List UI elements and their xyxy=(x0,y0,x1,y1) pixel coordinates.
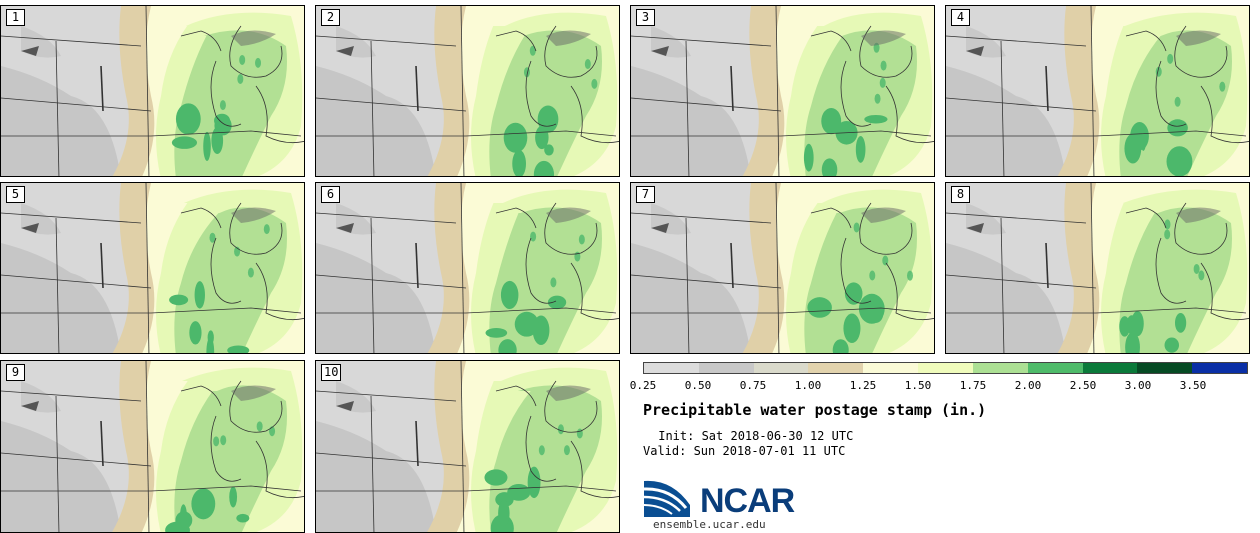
colorbar-swatch xyxy=(1082,363,1138,373)
precipitable-water-map xyxy=(1,6,304,176)
logo-wordmark: NCAR xyxy=(700,482,795,520)
colorbar-swatch xyxy=(1137,363,1193,373)
precipitable-water-map xyxy=(631,183,934,353)
colorbar-swatch xyxy=(863,363,919,373)
colorbar-tick-label: 1.00 xyxy=(794,379,822,392)
precipitable-water-map xyxy=(316,183,619,353)
colorbar-tick-label: 1.25 xyxy=(849,379,877,392)
precipitable-water-map xyxy=(316,361,619,532)
colorbar-swatch xyxy=(1027,363,1083,373)
member-number-label: 8 xyxy=(951,186,970,203)
logo-url: ensemble.ucar.edu xyxy=(653,518,766,531)
precipitable-water-map xyxy=(316,6,619,176)
member-number-label: 10 xyxy=(321,364,342,381)
colorbar-tick-label: 3.00 xyxy=(1124,379,1152,392)
colorbar-swatch xyxy=(1192,363,1247,373)
precipitable-water-map xyxy=(1,361,304,532)
ensemble-member-map: 5 xyxy=(0,182,305,354)
ensemble-member-map: 4 xyxy=(945,5,1250,177)
init-time: Init: Sat 2018-06-30 12 UTC xyxy=(651,429,854,443)
colorbar-swatch xyxy=(753,363,809,373)
member-number-label: 6 xyxy=(321,186,340,203)
colorbar-tick-label: 0.50 xyxy=(684,379,712,392)
colorbar-swatch xyxy=(918,363,973,373)
colorbar-tick-label: 2.00 xyxy=(1014,379,1042,392)
figure-title: Precipitable water postage stamp (in.) xyxy=(643,401,987,419)
member-number-label: 1 xyxy=(6,9,25,26)
colorbar-tick-label: 1.75 xyxy=(959,379,987,392)
ensemble-member-map: 1 xyxy=(0,5,305,177)
member-number-label: 2 xyxy=(321,9,340,26)
colorbar xyxy=(643,362,1248,374)
colorbar-swatch xyxy=(972,363,1028,373)
member-number-label: 4 xyxy=(951,9,970,26)
valid-time: Valid: Sun 2018-07-01 11 UTC xyxy=(643,444,846,458)
colorbar-tick-label: 0.75 xyxy=(739,379,767,392)
colorbar-tick-label: 0.25 xyxy=(629,379,657,392)
colorbar-swatch xyxy=(698,363,754,373)
ensemble-member-map: 9 xyxy=(0,360,305,533)
ensemble-member-map: 10 xyxy=(315,360,620,533)
precipitable-water-map xyxy=(946,183,1249,353)
precipitable-water-map xyxy=(1,183,304,353)
ensemble-member-map: 3 xyxy=(630,5,935,177)
colorbar-swatch xyxy=(808,363,864,373)
precipitable-water-map xyxy=(631,6,934,176)
ncar-logo-icon xyxy=(643,480,690,517)
colorbar-tick-label: 2.50 xyxy=(1069,379,1097,392)
colorbar-tick-label: 3.50 xyxy=(1179,379,1207,392)
precipitable-water-map xyxy=(946,6,1249,176)
colorbar-tick-label: 1.50 xyxy=(904,379,932,392)
ensemble-member-map: 7 xyxy=(630,182,935,354)
member-number-label: 5 xyxy=(6,186,25,203)
member-number-label: 3 xyxy=(636,9,655,26)
colorbar-swatch xyxy=(644,363,699,373)
ensemble-member-map: 2 xyxy=(315,5,620,177)
ensemble-member-map: 6 xyxy=(315,182,620,354)
member-number-label: 7 xyxy=(636,186,655,203)
ensemble-member-map: 8 xyxy=(945,182,1250,354)
member-number-label: 9 xyxy=(6,364,25,381)
